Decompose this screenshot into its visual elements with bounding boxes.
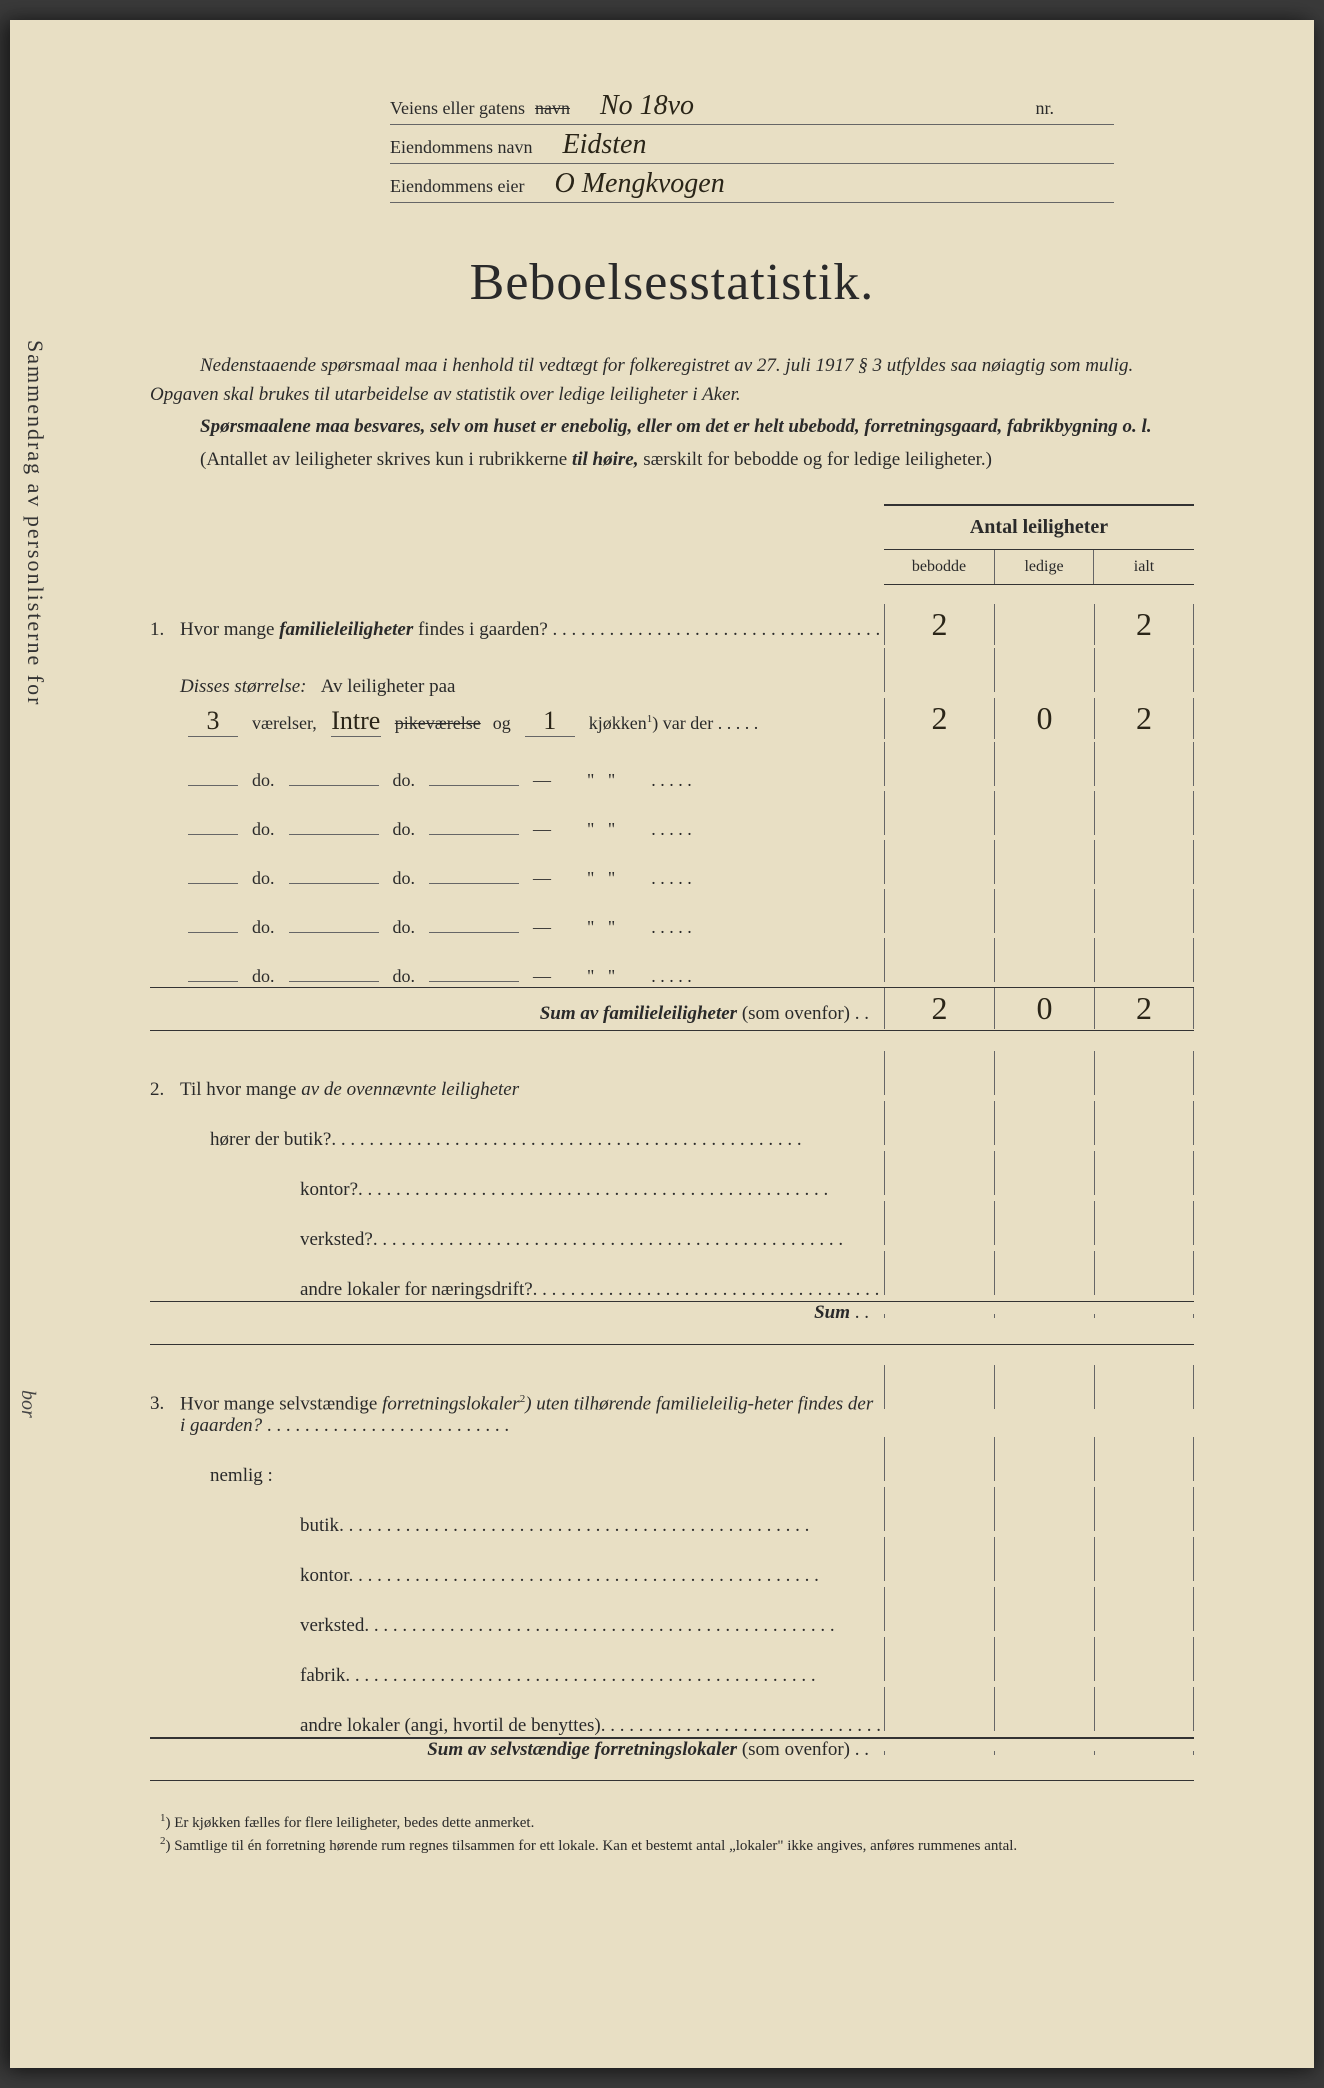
col-ledige: ledige xyxy=(994,550,1094,584)
room1-l: 0 xyxy=(994,698,1094,739)
room-kjokken: 1 xyxy=(525,706,575,737)
street-label-struck: navn xyxy=(535,98,570,119)
owner-label: Eiendommens eier xyxy=(390,176,524,197)
questions: 1. Hvor mange familieleiligheter findes … xyxy=(150,504,1194,1781)
property-name-field: Eiendommens navn Eidsten xyxy=(390,129,1114,164)
q1-disses: Disses størrelse: Av leiligheter paa xyxy=(150,648,1194,698)
q1-row: 1. Hvor mange familieleiligheter findes … xyxy=(150,604,1194,648)
intro-p1: Nedenstaaende spørsmaal maa i henhold ti… xyxy=(150,352,1194,409)
room-entre: Intre xyxy=(331,706,381,737)
footnotes: 1) Er kjøkken fælles for flere leilighet… xyxy=(150,1811,1194,1857)
room-row-1: 3 værelser, Intre pikeværelse og 1 kjøkk… xyxy=(150,698,1194,742)
intro-p3: (Antallet av leiligheter skrives kun i r… xyxy=(150,446,1194,475)
page-wrapper: Sammendrag av personlisterne for bor Vei… xyxy=(10,20,1314,2068)
q1-ialt: 2 xyxy=(1094,604,1194,645)
room-row-do: do.do.—" ". . . . . xyxy=(150,742,1194,791)
table-header-title: Antal leiligheter xyxy=(884,504,1194,550)
room1-i: 2 xyxy=(1094,698,1194,739)
q3-sum-row: Sum av selvstændige forretningslokaler (… xyxy=(150,1737,1194,1781)
side-margin-text: Sammendrag av personlisterne for xyxy=(22,340,48,706)
q1-bebodde: 2 xyxy=(884,604,994,645)
table-area: Antal leiligheter bebodde ledige ialt 1.… xyxy=(150,504,1194,1781)
owner-value: O Mengkvogen xyxy=(554,168,724,200)
q1-sum-b: 2 xyxy=(884,988,994,1029)
street-label: Veiens eller gatens xyxy=(390,98,525,119)
q1-sum-label: Sum av familieleiligheter (som ovenfor) … xyxy=(150,1003,884,1025)
page-content: Veiens eller gatens navn No 18vo nr. Eie… xyxy=(90,50,1254,2008)
footnote-2: 2) Samtlige til én forretning hørende ru… xyxy=(150,1834,1194,1857)
q2-row: 2. Til hvor mange av de ovennævnte leili… xyxy=(150,1051,1194,1101)
q3-row: 3. Hvor mange selvstændige forretningslo… xyxy=(150,1365,1194,1437)
intro-p2: Spørsmaalene maa besvares, selv om huset… xyxy=(150,413,1194,442)
room-row-do: do.do.—" ". . . . . xyxy=(150,889,1194,938)
q1-num: 1. xyxy=(150,619,180,641)
q2-item: verksted? xyxy=(150,1201,1194,1251)
side-margin-text-2: bor xyxy=(16,1390,39,1418)
q1-text: Hvor mange familieleiligheter findes i g… xyxy=(180,619,884,641)
q2-sum-row: Sum . . xyxy=(150,1301,1194,1345)
q1-sum-row: Sum av familieleiligheter (som ovenfor) … xyxy=(150,987,1194,1031)
col-ialt: ialt xyxy=(1094,550,1194,584)
room1-b: 2 xyxy=(884,698,994,739)
property-name-value: Eidsten xyxy=(562,129,646,161)
q2-item: hører der butik? xyxy=(150,1101,1194,1151)
q3-item: verksted xyxy=(150,1587,1194,1637)
footnote-1: 1) Er kjøkken fælles for flere leilighet… xyxy=(150,1811,1194,1834)
q1-sum-l: 0 xyxy=(994,988,1094,1029)
q3-item: andre lokaler (angi, hvortil de benyttes… xyxy=(150,1687,1194,1737)
room-row-do: do.do.—" ". . . . . xyxy=(150,938,1194,987)
header-fields: Veiens eller gatens navn No 18vo nr. Eie… xyxy=(390,90,1114,203)
room-row-do: do.do.—" ". . . . . xyxy=(150,840,1194,889)
q3-item: butik xyxy=(150,1487,1194,1537)
property-name-label: Eiendommens navn xyxy=(390,137,532,158)
page-title: Beboelsesstatistik. xyxy=(150,253,1194,312)
q1-ledige xyxy=(994,604,1094,645)
q1-sum-i: 2 xyxy=(1094,988,1194,1029)
q3-item: fabrik xyxy=(150,1637,1194,1687)
q1-cells: 2 2 xyxy=(884,604,1194,645)
column-headers: bebodde ledige ialt xyxy=(884,550,1194,585)
room-vaerelser: 3 xyxy=(188,706,238,737)
owner-field: Eiendommens eier O Mengkvogen xyxy=(390,168,1114,203)
q2-item: andre lokaler for næringsdrift? xyxy=(150,1251,1194,1301)
q3-nemlig: nemlig : xyxy=(150,1437,1194,1487)
col-bebodde: bebodde xyxy=(884,550,994,584)
street-value: No 18vo xyxy=(600,90,694,122)
nr-label: nr. xyxy=(1035,98,1054,119)
intro-text: Nedenstaaende spørsmaal maa i henhold ti… xyxy=(150,352,1194,474)
q2-item: kontor? xyxy=(150,1151,1194,1201)
street-field: Veiens eller gatens navn No 18vo nr. xyxy=(390,90,1114,125)
room-row-do: do.do.—" ". . . . . xyxy=(150,791,1194,840)
q3-item: kontor xyxy=(150,1537,1194,1587)
